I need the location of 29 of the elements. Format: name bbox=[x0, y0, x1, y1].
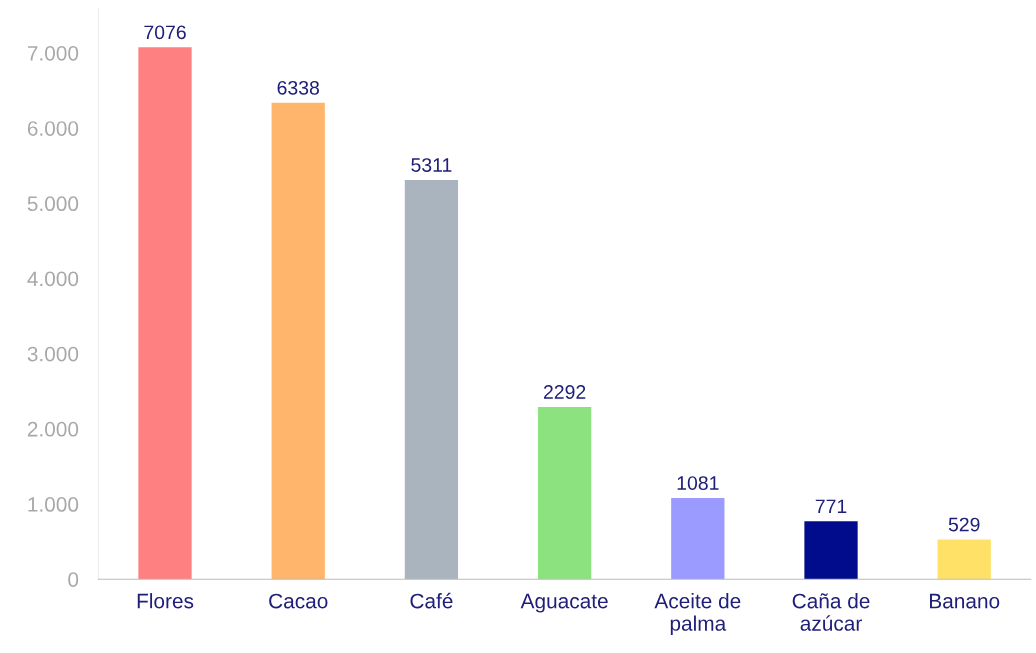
bar bbox=[537, 406, 592, 580]
data-label: 1081 bbox=[677, 476, 719, 490]
x-tick-label: Aceite de palma bbox=[654, 593, 741, 635]
x-tick-label: Caña de azúcar bbox=[792, 593, 870, 631]
x-tick-label: Café bbox=[410, 592, 453, 609]
y-tick-label: 4.000 bbox=[27, 271, 79, 287]
data-label: 2292 bbox=[543, 385, 586, 399]
data-label: 529 bbox=[948, 517, 980, 532]
bar bbox=[804, 521, 858, 580]
bar bbox=[671, 497, 725, 580]
y-tick-label: 5.000 bbox=[27, 196, 79, 212]
x-tick-label: Banano bbox=[930, 593, 1000, 609]
data-label: 6338 bbox=[277, 80, 319, 95]
bar bbox=[138, 47, 192, 580]
bar bbox=[404, 179, 459, 580]
x-tick-label: Flores bbox=[137, 593, 194, 609]
y-tick-label: 7.000 bbox=[27, 45, 79, 61]
data-label: 771 bbox=[815, 499, 847, 514]
data-label: 7076 bbox=[144, 25, 186, 40]
y-tick-label: 3.000 bbox=[27, 346, 79, 362]
y-tick-label: 2.000 bbox=[27, 421, 79, 437]
x-tick-label: Cacao bbox=[269, 593, 328, 609]
y-tick-label: 6.000 bbox=[27, 121, 79, 136]
bar bbox=[271, 102, 325, 580]
bar bbox=[937, 539, 991, 580]
y-tick-label: 1.000 bbox=[28, 497, 79, 512]
y-tick-label: 0 bbox=[68, 572, 79, 587]
x-tick-label: Aguacate bbox=[520, 593, 608, 613]
data-label: 5311 bbox=[411, 158, 452, 172]
